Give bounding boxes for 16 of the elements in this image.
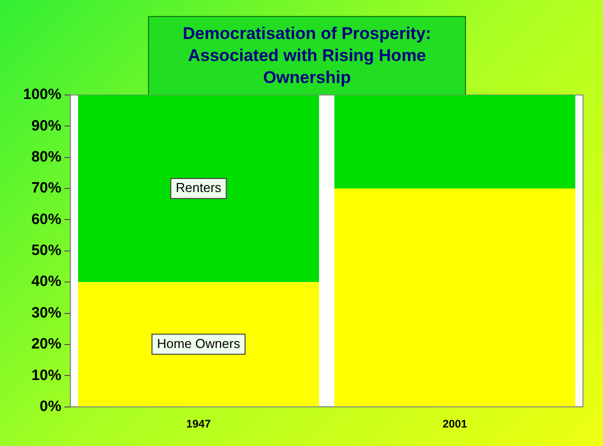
y-tick-label: 40% bbox=[31, 273, 62, 290]
y-tick-label: 30% bbox=[31, 304, 62, 322]
y-tick-label: 80% bbox=[31, 148, 62, 166]
chart-title: Democratisation of Prosperity: Associated with Rising Home Ownership bbox=[148, 16, 466, 96]
y-tick-label: 0% bbox=[40, 398, 62, 415]
y-tick-label: 10% bbox=[31, 366, 62, 384]
y-tick-label: 90% bbox=[31, 117, 62, 134]
x-tick-label: 1947 bbox=[186, 418, 211, 430]
x-tick-label: 2001 bbox=[442, 418, 468, 430]
series-label: Home Owners bbox=[156, 336, 241, 351]
y-tick-label: 70% bbox=[31, 180, 62, 197]
y-tick-label: 50% bbox=[31, 242, 62, 260]
y-tick-label: 100% bbox=[22, 86, 62, 104]
y-tick-label: 60% bbox=[31, 210, 62, 228]
series-label: Renters bbox=[176, 180, 222, 196]
y-tick-label: 20% bbox=[31, 336, 62, 353]
